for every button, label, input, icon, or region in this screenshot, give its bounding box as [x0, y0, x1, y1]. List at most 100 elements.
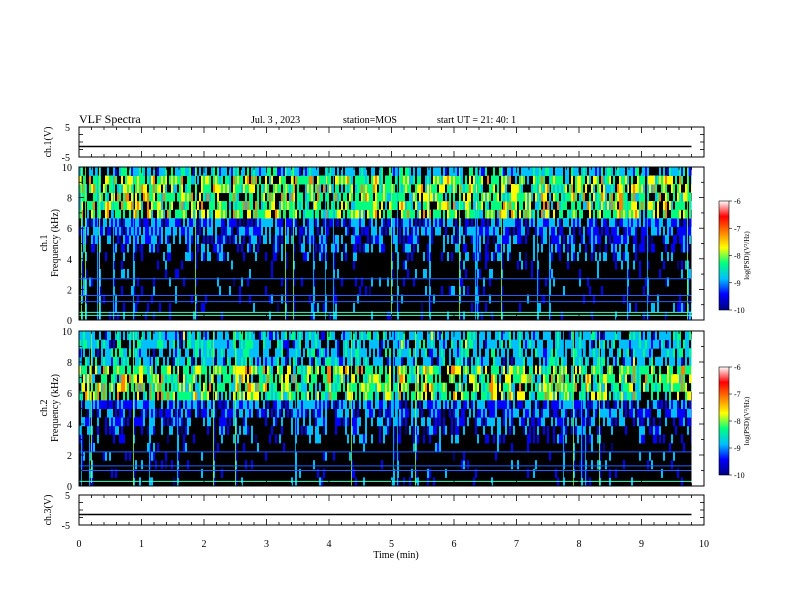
sferic-streak — [325, 167, 326, 320]
spectrogram-cell — [393, 184, 395, 193]
spectrogram-cell — [565, 399, 567, 409]
spectrogram-cell — [497, 425, 499, 435]
spectrogram-cell — [167, 408, 169, 418]
spectrogram-cell — [251, 374, 253, 384]
spectrogram-cell — [543, 226, 545, 236]
spectrogram-cell — [465, 348, 467, 358]
spectrogram-cell — [379, 365, 381, 375]
spectrogram-cell — [495, 399, 497, 409]
spectrogram-cell — [129, 408, 131, 418]
spectrogram-cell — [369, 408, 371, 418]
spectrogram-cell — [589, 399, 591, 409]
spectrogram-cell — [633, 243, 635, 253]
spectrogram-cell — [415, 192, 417, 202]
spectrogram-cell — [211, 235, 213, 244]
sferic-streak — [429, 167, 430, 320]
spectrogram-cell — [153, 348, 155, 358]
spectrogram-cell — [467, 348, 469, 358]
spectrogram-cell — [519, 391, 521, 401]
spectrogram-cell — [465, 399, 467, 409]
spectrogram-cell — [185, 192, 187, 202]
spectrogram-cell — [247, 167, 249, 176]
spectrogram-cell — [167, 226, 169, 236]
spectrogram-cell — [265, 339, 267, 349]
spectrogram-cell — [453, 391, 455, 401]
spectrogram-cell — [195, 348, 197, 358]
spectrogram-cell — [155, 339, 157, 349]
spectrogram-cell — [455, 209, 457, 219]
spectrogram-cell — [411, 226, 413, 236]
spectrogram-cell — [317, 425, 319, 435]
spectrogram-cell — [185, 209, 187, 219]
spectrogram-cell — [595, 382, 597, 392]
spectrogram-cell — [683, 226, 685, 236]
spectrogram-cell — [389, 374, 391, 384]
spectrogram-cell — [365, 226, 367, 236]
spectrogram-cell — [369, 286, 371, 295]
spectrogram-cell — [265, 252, 267, 261]
spectrogram-cell — [155, 218, 157, 227]
spectrogram-cell — [689, 226, 691, 236]
spectrogram-cell — [163, 391, 165, 401]
spectrogram-cell — [643, 201, 645, 210]
spectrogram-cell — [299, 339, 301, 349]
spectrogram-cell — [387, 184, 389, 193]
spectrogram-cell — [445, 192, 447, 202]
spectrogram-cell — [229, 226, 231, 236]
spectrogram-cell — [263, 209, 265, 219]
spectrogram-cell — [103, 201, 105, 210]
spectrogram-cell — [545, 365, 547, 375]
spectrogram-cell — [467, 460, 469, 470]
spectrogram-cell — [237, 365, 239, 375]
spectrogram-cell — [387, 218, 389, 227]
spectrogram-cell — [581, 235, 583, 244]
spectrogram-cell — [451, 252, 453, 261]
spectrogram-cell — [371, 201, 373, 210]
spectrogram-cell — [685, 192, 687, 202]
spectrogram-cell — [171, 175, 173, 185]
spectrogram-cell — [131, 331, 133, 341]
spectrogram-cell — [671, 209, 673, 219]
spectrogram-cell — [451, 434, 453, 444]
spectrogram-cell — [615, 201, 617, 210]
spectrogram-cell — [635, 252, 637, 261]
spectrogram-cell — [641, 192, 643, 202]
spectrogram-cell — [455, 425, 457, 435]
spectrogram-cell — [445, 339, 447, 349]
spectrogram-cell — [363, 399, 365, 409]
spectrogram-cell — [625, 226, 627, 236]
spectrogram-cell — [275, 391, 277, 401]
spectrogram-cell — [417, 167, 419, 176]
spectrogram-cell — [427, 417, 429, 427]
spectrogram-cell — [235, 184, 237, 193]
spectrogram-cell — [475, 468, 477, 478]
spectrogram-cell — [439, 167, 441, 176]
spectrogram-cell — [589, 209, 591, 219]
spectrogram-cell — [445, 468, 447, 478]
spectrogram-cell — [469, 167, 471, 176]
spectrogram-cell — [241, 477, 243, 487]
spectrogram-cell — [175, 184, 177, 193]
spectrogram-cell — [609, 209, 611, 219]
spectrogram-cell — [543, 417, 545, 427]
spectrogram-cell — [485, 209, 487, 219]
spectrogram-cell — [479, 399, 481, 409]
spectrogram-cell — [235, 209, 237, 219]
spectrogram-cell — [365, 417, 367, 427]
spectrogram-cell — [373, 374, 375, 384]
spectrogram-cell — [231, 399, 233, 409]
spectrogram-cell — [117, 226, 119, 236]
spectrogram-cell — [437, 417, 439, 427]
spectrogram-cell — [489, 209, 491, 219]
spectrogram-cell — [537, 374, 539, 384]
spectrogram-cell — [97, 339, 99, 349]
spectrogram-cell — [117, 311, 119, 321]
spectrogram-cell — [187, 348, 189, 358]
spectrogram-cell — [123, 348, 125, 358]
spectrogram-cell — [465, 374, 467, 384]
spectrogram-cell — [515, 218, 517, 227]
spectrogram-cell — [433, 399, 435, 409]
spectrogram-cell — [521, 417, 523, 427]
spectrogram-cell — [173, 399, 175, 409]
spectrogram-cell — [547, 425, 549, 435]
